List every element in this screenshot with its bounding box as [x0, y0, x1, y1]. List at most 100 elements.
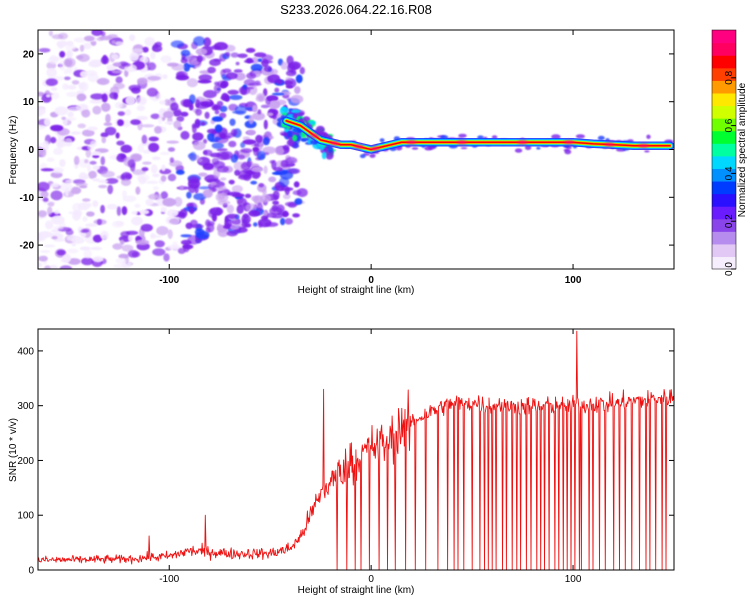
spectrogram-blob	[229, 94, 243, 100]
spectrogram-blob	[172, 241, 178, 249]
spectrogram-blob	[216, 148, 228, 152]
spectrogram-blob	[159, 100, 166, 105]
spectrogram-blob	[240, 148, 253, 154]
y-tick-label: 0	[28, 145, 34, 156]
spectrogram-blob	[88, 61, 101, 68]
spectrogram-blob	[411, 147, 419, 150]
spectrogram-blob	[79, 44, 85, 52]
spectrogram-blob	[186, 56, 200, 66]
spectrogram-blob	[61, 116, 66, 120]
spectrogram-blob	[299, 66, 305, 75]
spectrogram-blob	[256, 202, 263, 212]
spectrogram-blob	[195, 99, 201, 108]
spectrogram-blob	[90, 93, 105, 100]
spectrogram-blob	[189, 207, 195, 215]
spectrogram-blob	[646, 134, 651, 139]
spectrogram-blob	[575, 134, 586, 139]
spectrogram-blob	[107, 184, 114, 195]
signal-peak	[604, 142, 615, 147]
spectrogram-blob	[127, 250, 139, 258]
colorbar-cell	[712, 67, 736, 81]
colorbar-frame	[711, 29, 737, 270]
spectrogram-blob	[295, 74, 303, 84]
spectrogram-blob	[48, 56, 59, 65]
spectrogram-blob	[46, 157, 55, 162]
colorbar-tick-label: 0.0	[724, 262, 735, 276]
spectrogram-blob	[245, 47, 256, 53]
spectrogram-blob	[63, 57, 76, 68]
spectrogram-blob	[117, 119, 124, 127]
spectrogram-blob	[216, 100, 224, 107]
spectrogram-blob	[274, 87, 280, 93]
spectrogram-blob	[85, 148, 92, 158]
spectrogram-blob	[121, 206, 128, 216]
spectrogram-blob	[89, 99, 104, 104]
spectrogram-blob	[101, 136, 107, 144]
spectrogram-blob	[70, 186, 82, 195]
spectrogram-blob	[275, 145, 285, 156]
spectrogram-blob	[82, 129, 95, 137]
x-tick-label: -100	[159, 275, 179, 286]
colorbar-label: Normalized spectral amplitude	[737, 82, 748, 217]
spectrogram-blob	[92, 154, 100, 159]
spectrogram-blob	[58, 140, 66, 148]
spectrogram-blob	[251, 166, 264, 173]
spectrogram-blob	[185, 222, 193, 230]
spectrogram-blob	[253, 222, 258, 227]
spectrogram-blob	[38, 124, 46, 130]
spectrogram-blob	[148, 193, 162, 200]
spectrogram-blob	[272, 190, 280, 201]
spectrogram-blob	[246, 129, 256, 136]
spectrogram-blob	[152, 186, 159, 191]
spectrogram-blob	[92, 234, 103, 243]
spectrogram-blob	[168, 218, 180, 225]
signal-peak	[638, 143, 649, 148]
spectrogram-blob	[176, 115, 185, 122]
spectrogram-blob	[287, 131, 293, 138]
spectrogram-blob	[160, 175, 167, 182]
spectrogram-blob	[145, 198, 154, 206]
spectrogram-blob	[75, 182, 88, 187]
spectrogram-blob	[107, 34, 118, 39]
spectrogram-blob	[280, 187, 294, 192]
spectrogram-blob	[212, 137, 222, 141]
spectrogram-blob	[167, 229, 173, 240]
spectrogram-blob	[40, 250, 51, 253]
spectrogram-blob	[216, 165, 229, 173]
snr-x-ticks: -100 0 100	[159, 329, 582, 585]
spectrogram-blob	[59, 51, 66, 58]
spectrogram-blob	[262, 146, 277, 154]
spectrogram-blob	[50, 87, 58, 91]
spectrogram-blob	[100, 170, 115, 178]
snr-series	[38, 330, 674, 570]
y-tick-label: 300	[17, 401, 34, 412]
spectrogram-blob	[234, 72, 246, 81]
spectrogram-blob	[174, 196, 183, 207]
spectrogram-blob	[250, 180, 258, 185]
spectrogram-blob	[242, 136, 251, 140]
spectrogram-blob	[248, 210, 261, 217]
spectrogram-blob	[87, 144, 95, 151]
spectrogram-blob	[262, 211, 268, 216]
spectrogram-blob	[369, 153, 376, 158]
spectrogram-blob	[237, 154, 245, 160]
spectrogram-blob	[112, 62, 122, 67]
spectrogram-blob	[193, 141, 206, 151]
spectrogram-blob	[250, 63, 263, 72]
spectrogram-blob	[151, 44, 163, 53]
spectrogram-blob	[270, 69, 279, 75]
spectrogram-blob	[162, 74, 168, 80]
spectrogram-blob	[128, 234, 133, 242]
spectrogram-blob	[38, 48, 51, 53]
spectrogram-blob	[80, 246, 90, 251]
colorbar-cell	[712, 130, 736, 144]
spectrogram-blob	[114, 101, 123, 109]
colorbar-cell	[712, 180, 736, 195]
figure-title: S233.2026.064.22.16.R08	[280, 2, 432, 17]
spectrogram-blob	[84, 35, 95, 42]
spectrogram-blob	[100, 31, 106, 37]
spectrogram-blob	[56, 40, 69, 47]
spectrogram-blob	[44, 220, 54, 230]
spectrogram-blob	[203, 90, 217, 99]
